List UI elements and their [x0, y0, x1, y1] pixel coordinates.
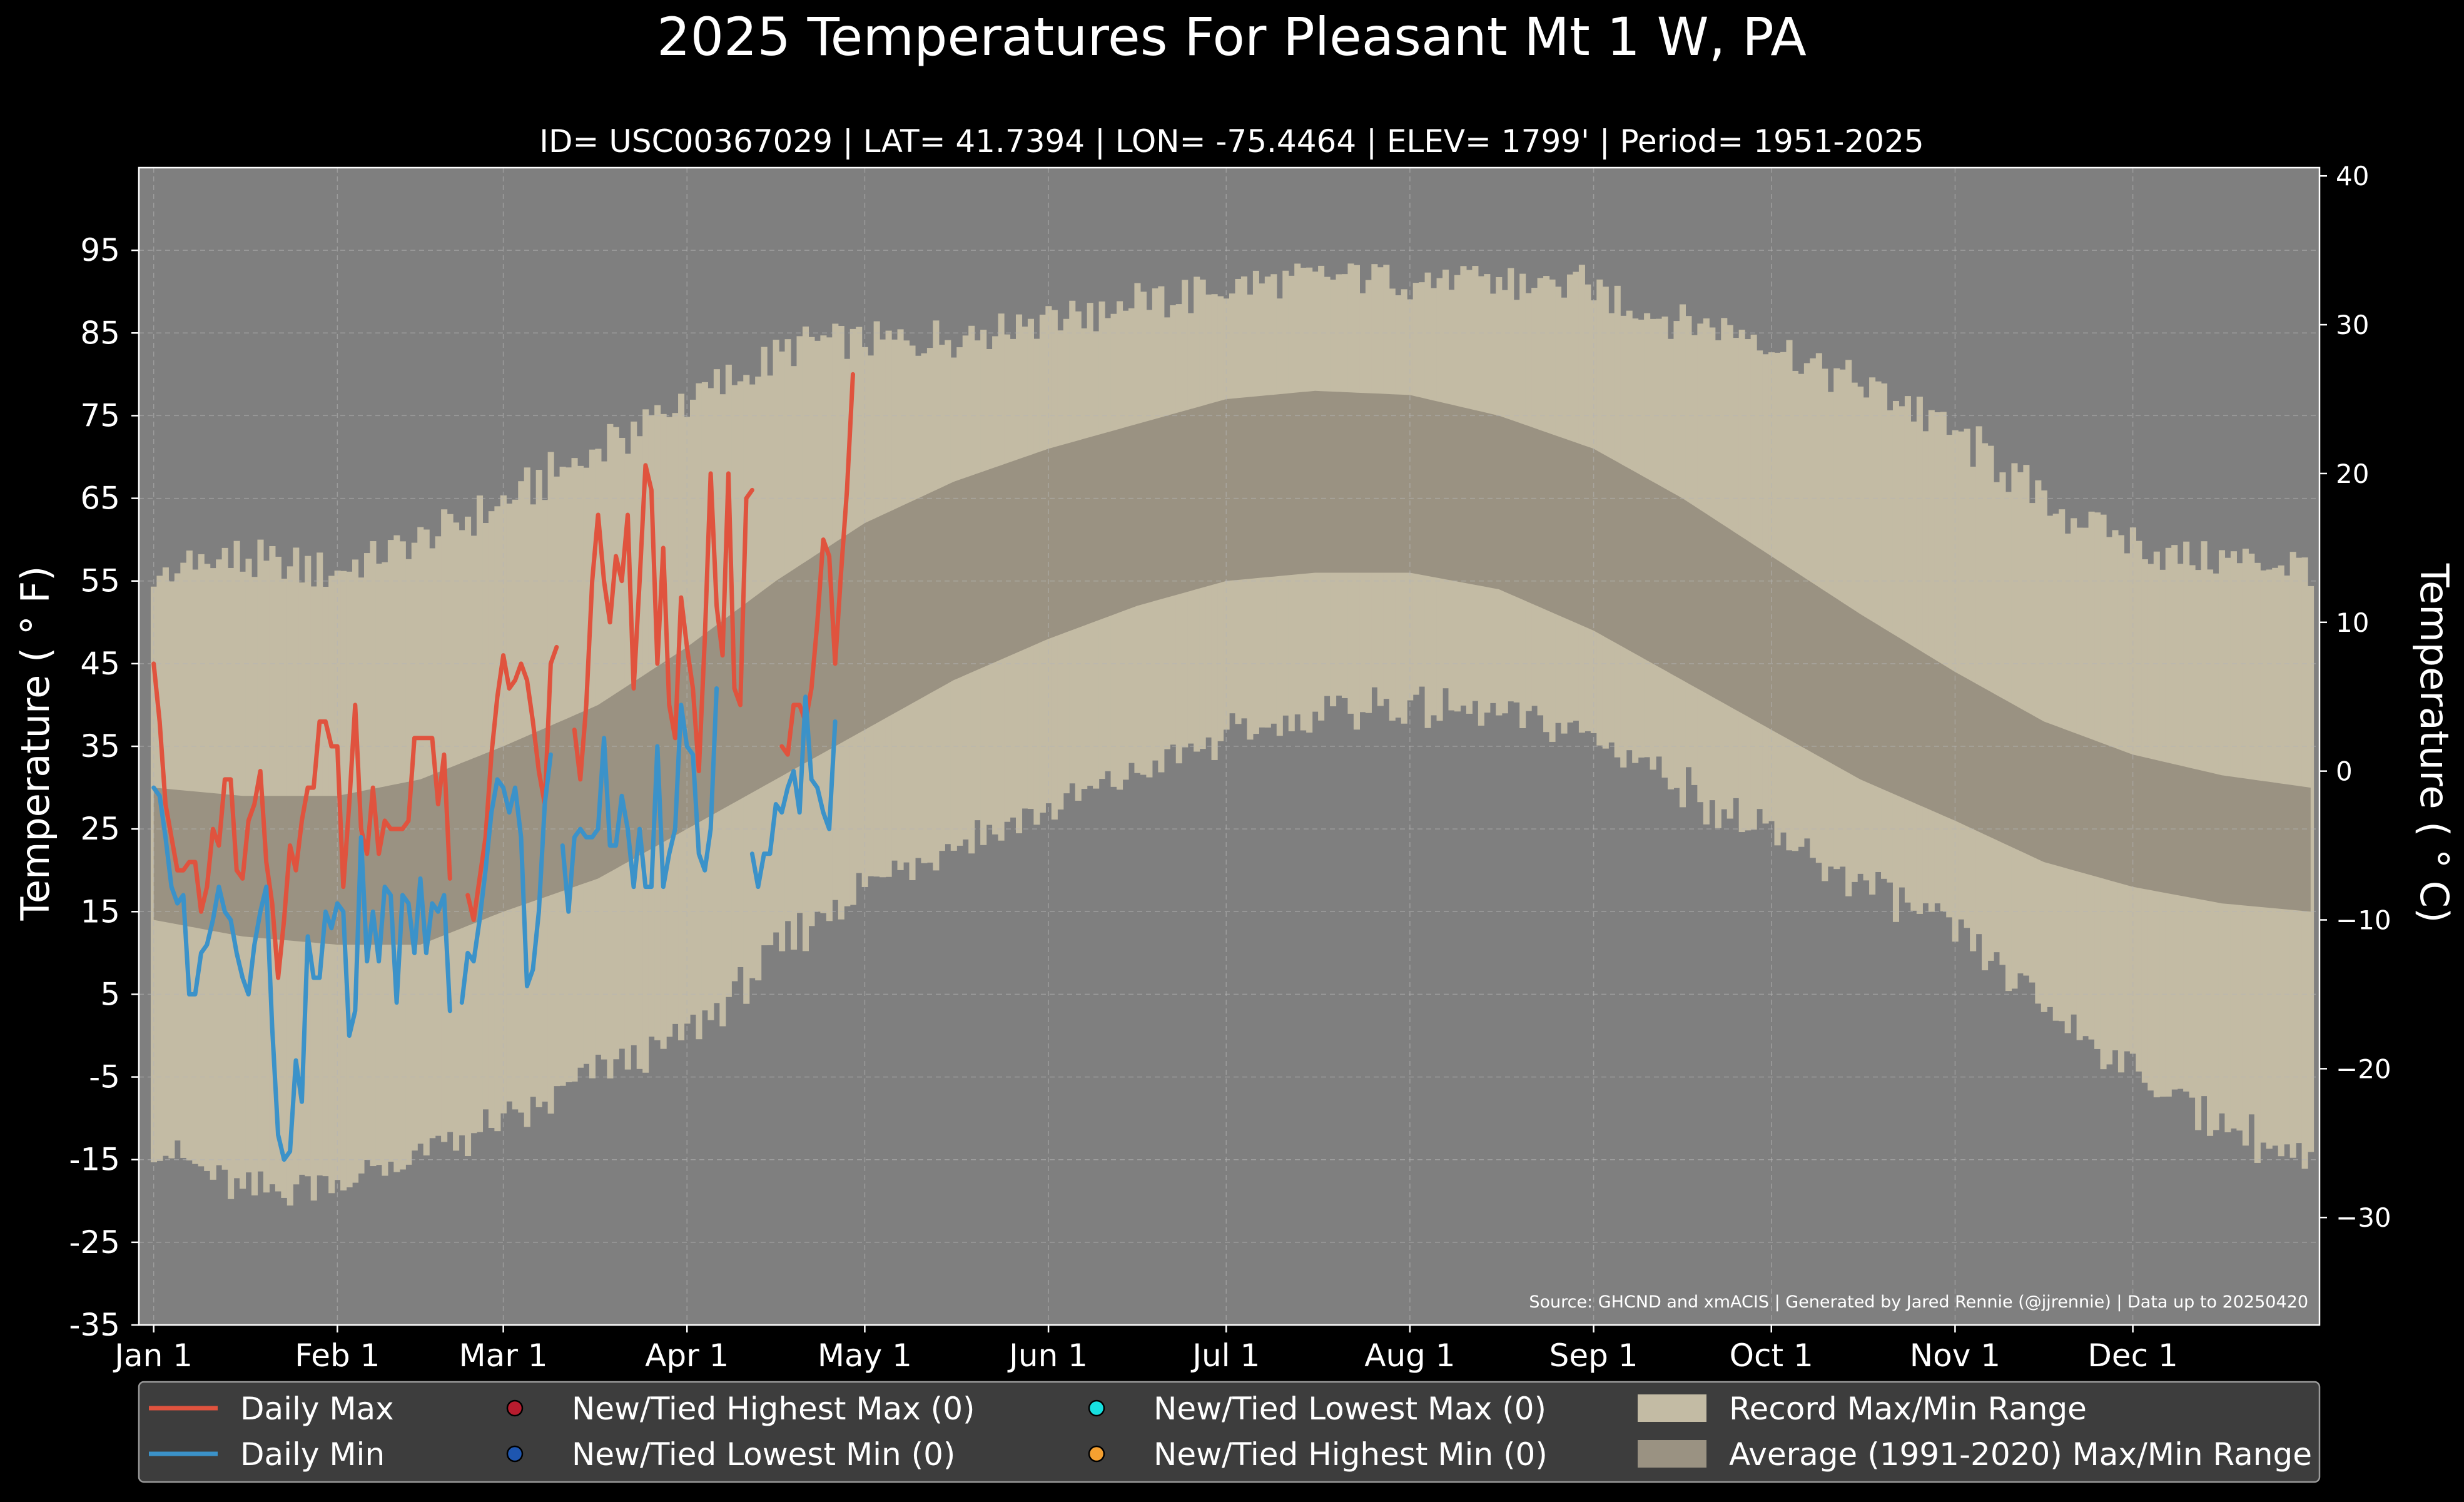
legend-box [138, 1381, 2321, 1483]
y-tick-label-right: −20 [2336, 1053, 2391, 1084]
y-tick-label-left: 25 [80, 811, 120, 847]
y-tick-label-right: 40 [2336, 161, 2369, 191]
record-range-bar [2308, 586, 2314, 1152]
y-tick-label-left: -35 [69, 1307, 120, 1343]
x-tick-label: Jan 1 [113, 1337, 193, 1374]
legend-label: Daily Max [240, 1391, 394, 1427]
y-tick-label-left: -25 [69, 1224, 120, 1261]
average-range-band [153, 390, 2311, 945]
legend-item-new-tied-highest-min-0: New/Tied Highest Min (0) [1088, 1436, 1548, 1473]
y-tick-label-left: 95 [80, 232, 120, 268]
y-tick-label-left: 85 [80, 315, 120, 351]
daily-min-line [151, 686, 838, 1162]
legend-swatch-dot [1088, 1399, 1105, 1417]
y-tick-label-right: −10 [2336, 905, 2391, 936]
x-tick-label: Oct 1 [1730, 1337, 1813, 1374]
legend-label: New/Tied Lowest Max (0) [1153, 1391, 1546, 1427]
legend-label: Record Max/Min Range [1729, 1391, 2087, 1427]
legend-item-new-tied-highest-max-0: New/Tied Highest Max (0) [506, 1391, 975, 1427]
y-tick-label-left: 65 [80, 480, 120, 517]
plot-area [138, 166, 2321, 1326]
y-axis-left: -35 -25 -15 -5 5 15 25 35 45 55 65 75 85 95 [69, 232, 139, 1343]
y-axis-right: −30 −20 −10 0 10 20 30 40 [2320, 161, 2391, 1233]
y-axis-right-label: Temperature ( ° C) [2411, 563, 2457, 923]
y-tick-label-right: −30 [2336, 1202, 2391, 1233]
legend: Daily Max New/Tied Highest Max (0) New/Tie… [138, 1381, 2321, 1483]
legend-item-daily-max: Daily Max [149, 1391, 394, 1427]
y-tick-label-left: 75 [80, 397, 120, 434]
x-tick-label: Sep 1 [1549, 1337, 1638, 1374]
y-axis-left-label: Temperature ( ° F) [13, 566, 58, 921]
y-tick-label-right: 0 [2336, 756, 2353, 787]
legend-swatch-patch [1638, 1440, 1706, 1468]
y-tick-label-left: 15 [80, 893, 120, 930]
record-range-bar [1940, 412, 1947, 911]
x-tick-label: Feb 1 [295, 1337, 380, 1374]
legend-label: Daily Min [240, 1436, 385, 1473]
legend-item-record-max-min-range: Record Max/Min Range [1638, 1391, 2087, 1427]
source-note: Source: GHCND and xmACIS | Generated by … [1529, 1292, 2308, 1312]
x-tick-label: Aug 1 [1364, 1337, 1455, 1374]
y-tick-label-left: 5 [100, 976, 120, 1012]
y-tick-label-right: 10 [2336, 607, 2369, 638]
x-axis: Jan 1 Feb 1 Mar 1 Apr 1 May 1 Jun 1 Jul 1 Aug 1… [113, 1325, 2178, 1374]
chart-title: 2025 Temperatures For Pleasant Mt 1 W, P… [657, 6, 1807, 68]
y-tick-label-right: 20 [2336, 459, 2369, 489]
legend-swatch-dot [1088, 1445, 1105, 1463]
y-tick-label-left: 45 [80, 646, 120, 682]
y-tick-label-right: 30 [2336, 310, 2369, 340]
legend-label: New/Tied Highest Max (0) [572, 1391, 975, 1427]
daily-max-line [151, 372, 855, 980]
legend-item-new-tied-lowest-max-0: New/Tied Lowest Max (0) [1088, 1391, 1546, 1427]
x-tick-label: Dec 1 [2087, 1337, 2178, 1374]
legend-swatch-patch [1638, 1394, 1706, 1422]
legend-item-new-tied-lowest-min-0: New/Tied Lowest Min (0) [506, 1436, 955, 1473]
y-tick-label-left: 55 [80, 563, 120, 599]
y-tick-label-left: -15 [69, 1142, 120, 1178]
legend-label: New/Tied Highest Min (0) [1153, 1436, 1548, 1473]
legend-label: Average (1991-2020) Max/Min Range [1729, 1436, 2312, 1473]
x-tick-label: Nov 1 [1910, 1337, 2000, 1374]
legend-item-average-1991-2020-max-min-range: Average (1991-2020) Max/Min Range [1638, 1436, 2312, 1473]
record-range-bar [1975, 426, 1982, 935]
legend-label: New/Tied Lowest Min (0) [572, 1436, 955, 1473]
chart-subtitle: ID= USC00367029 | LAT= 41.7394 | LON= -7… [539, 123, 1924, 160]
y-tick-label-left: -5 [89, 1059, 120, 1095]
x-tick-label: Jun 1 [1007, 1337, 1088, 1374]
y-tick-label-left: 35 [80, 728, 120, 764]
x-tick-label: Mar 1 [459, 1337, 548, 1374]
record-range-bar [1934, 412, 1941, 904]
legend-swatch-dot [506, 1445, 524, 1463]
series-lines [151, 372, 855, 1162]
record-range-bar [1964, 429, 1970, 928]
x-tick-label: Jul 1 [1190, 1337, 1260, 1374]
legend-swatch-dot [506, 1399, 524, 1417]
legend-item-daily-min: Daily Min [149, 1436, 385, 1473]
x-tick-label: Apr 1 [645, 1337, 729, 1374]
x-tick-label: May 1 [818, 1337, 912, 1374]
